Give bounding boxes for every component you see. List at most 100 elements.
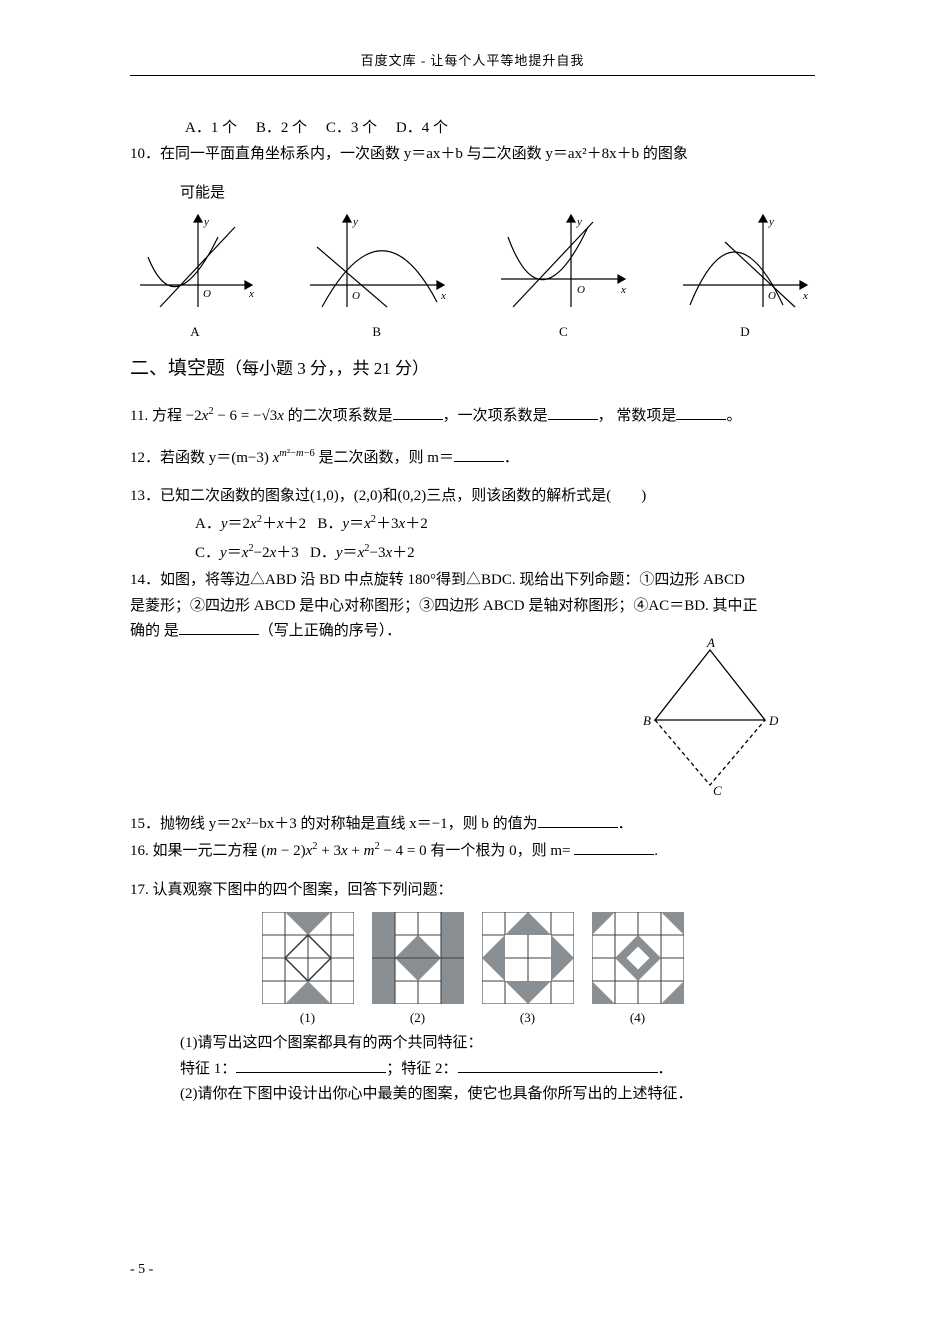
header-divider (130, 75, 815, 76)
svg-text:y: y (352, 216, 358, 228)
section2-paren: （每小题 3 分，，共 21 分） (225, 359, 429, 378)
q10-graphs: y x O A y x O (130, 207, 815, 343)
graph-b-svg: y x O (302, 207, 452, 317)
q17-sub2: (2)请你在下图中设计出你心中最美的图案，使它也具备你所写出的上述特征． (130, 1082, 815, 1108)
svg-text:x: x (248, 288, 254, 300)
q17-sub1: (1)请写出这四个图案都具有的两个共同特征： (130, 1031, 815, 1057)
q17-blank-feat1 (236, 1057, 386, 1073)
q16: 16. 如果一元二方程 (m − 2)x2 + 3x + m2 − 4 = 0 … (130, 838, 815, 865)
q17-cap1: (1) (262, 1007, 354, 1029)
q11-mid2: ，一次项系数是 (443, 408, 548, 424)
svg-text:x: x (440, 290, 446, 302)
svg-text:y: y (768, 216, 774, 228)
q10-graph-c: y x O C (493, 207, 633, 343)
q9-opt-b: B．2 个 (256, 120, 307, 136)
q14-blank (179, 619, 259, 635)
svg-text:x: x (620, 284, 626, 296)
q10-graph-a: y x O A (130, 207, 260, 343)
section2-main: 二、填空题 (130, 358, 225, 379)
fig4-svg (592, 912, 684, 1004)
q12-mid: 是二次函数，则 m＝ (315, 450, 454, 466)
q13-row2: C．y＝x2−2x＋3 D．y＝x2−3x＋2 (130, 540, 815, 567)
q11: 11. 方程 −2x2 − 6 = −√3x 的二次项系数是 ，一次项系数是 ， 常… (130, 403, 815, 430)
q15-end: ． (618, 816, 633, 832)
q11-blank3 (676, 404, 726, 420)
q12-blank (454, 446, 504, 462)
fig2-svg (372, 912, 464, 1004)
q10-label-b: B (372, 324, 381, 339)
q17-blank-feat2 (458, 1057, 658, 1073)
q17-stem: 17. 认真观察下图中的四个图案，回答下列问题： (130, 878, 815, 904)
q16-end: . (654, 843, 658, 859)
q16-mid: 有一个根为 0，则 m= (427, 843, 575, 859)
q12-pre: 12．若函数 y＝(m−3) (130, 450, 273, 466)
fig3-svg (482, 912, 574, 1004)
q13-opt-c: C．y＝x2−2x＋3 (195, 545, 299, 561)
q14-line3: 确的 是 (130, 623, 179, 639)
svg-text:x: x (802, 290, 808, 302)
svg-text:C: C (713, 783, 722, 795)
q11-end: 。 (726, 408, 741, 424)
svg-text:y: y (203, 216, 209, 228)
q11-pre: 11. 方程 (130, 408, 186, 424)
q17-fig3: (3) (482, 912, 574, 1029)
q15: 15．抛物线 y＝2x²−bx＋3 的对称轴是直线 x＝−1，则 b 的值为 ． (130, 812, 815, 838)
q15-blank (538, 812, 618, 828)
q12-formula: xm²−m−6 (273, 450, 315, 466)
q17-fig1: (1) (262, 912, 354, 1029)
diamond-svg: A B D C (635, 635, 785, 795)
svg-text:D: D (768, 713, 779, 728)
q17-figures: (1) (130, 912, 815, 1029)
q14-figure: A B D C (635, 635, 785, 805)
q16-pre: 16. 如果一元二方程 (130, 843, 261, 859)
graph-d-svg: y x O (675, 207, 815, 317)
q11-formula: −2x2 − 6 = −√3x (186, 408, 284, 424)
svg-text:O: O (577, 284, 585, 296)
q10-label-d: D (740, 324, 749, 339)
svg-text:O: O (203, 288, 211, 300)
q10-label-c: C (559, 324, 568, 339)
q17-feat2-label: ；特征 2： (386, 1061, 457, 1077)
q10-label-a: A (190, 324, 199, 339)
q12-end: ． (504, 450, 519, 466)
q17-cap4: (4) (592, 1007, 684, 1029)
q9-opt-c: C．3 个 (326, 120, 377, 136)
q9-opt-a: A．1 个 (185, 120, 237, 136)
graph-a-svg: y x O (130, 207, 260, 317)
q17-fig4: (4) (592, 912, 684, 1029)
svg-text:A: A (706, 635, 715, 650)
section2-title: 二、填空题（每小题 3 分，，共 21 分） (130, 353, 815, 385)
q13-row1: A．y＝2x2＋x＋2 B．y＝x2＋3x＋2 (130, 511, 815, 538)
q10-graph-b: y x O B (302, 207, 452, 343)
graph-c-svg: y x O (493, 207, 633, 317)
q10-stem-line2: 可能是 (130, 181, 815, 207)
q10-graph-d: y x O D (675, 207, 815, 343)
q13-opt-d: D．y＝x2−3x＋2 (310, 545, 415, 561)
q11-blank2 (548, 404, 598, 420)
q17-sub1-blanks: 特征 1：；特征 2：． (130, 1057, 815, 1083)
q11-mid3: ， 常数项是 (598, 408, 677, 424)
q11-mid1: 的二次项系数是 (284, 408, 393, 424)
q16-formula: (m − 2)x2 + 3x + m2 − 4 = 0 (261, 843, 426, 859)
q14-line2: 是菱形；②四边形 ABCD 是中心对称图形；③四边形 ABCD 是轴对称图形；④… (130, 594, 815, 620)
q17-sub1end: ． (658, 1061, 673, 1077)
svg-text:B: B (643, 713, 651, 728)
q12: 12．若函数 y＝(m−3) xm²−m−6 是二次函数，则 m＝ ． (130, 445, 815, 472)
q13-opt-b: B．y＝x2＋3x＋2 (317, 516, 427, 532)
q17-cap3: (3) (482, 1007, 574, 1029)
q14-line3-end: （写上正确的序号）． (259, 623, 402, 639)
page: 百度文库 - 让每个人平等地提升自我 A．1 个 B．2 个 C．3 个 D．4… (0, 0, 945, 1337)
page-footer: - 5 - (130, 1258, 815, 1282)
q17-fig2: (2) (372, 912, 464, 1029)
svg-text:y: y (576, 216, 582, 228)
q13-opt-a: A．y＝2x2＋x＋2 (195, 516, 306, 532)
q9-options: A．1 个 B．2 个 C．3 个 D．4 个 (130, 116, 815, 142)
q10-stem-line1: 10．在同一平面直角坐标系内，一次函数 y＝ax＋b 与二次函数 y＝ax²＋8… (130, 142, 815, 168)
q11-blank1 (393, 404, 443, 420)
q14-line1: 14．如图，将等边△ABD 沿 BD 中点旋转 180°得到△BDC. 现给出下… (130, 568, 815, 594)
svg-text:O: O (768, 290, 776, 302)
q9-opt-d: D．4 个 (396, 120, 448, 136)
q15-pre: 15．抛物线 y＝2x²−bx＋3 的对称轴是直线 x＝−1，则 b 的值为 (130, 816, 538, 832)
fig1-svg (262, 912, 354, 1004)
page-header: 百度文库 - 让每个人平等地提升自我 (130, 50, 815, 72)
